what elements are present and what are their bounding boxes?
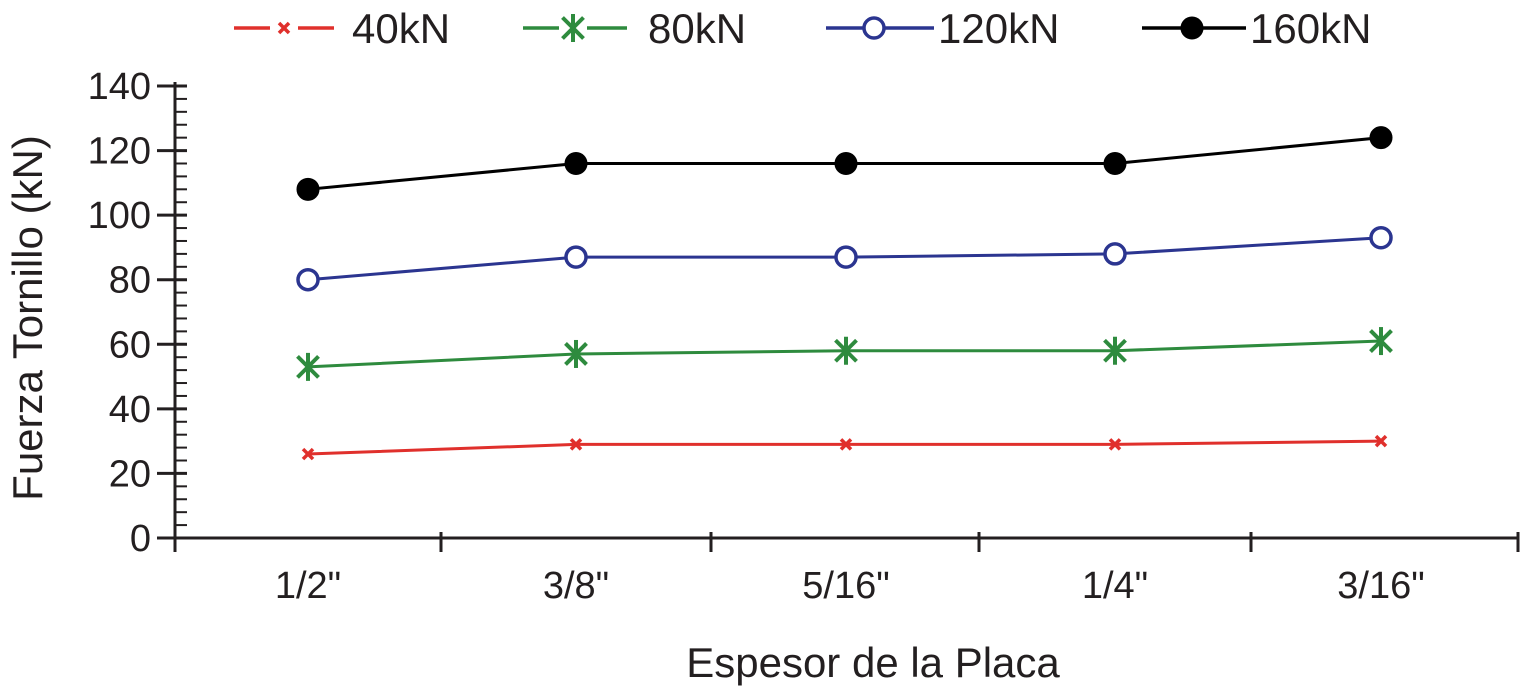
data-point	[1369, 225, 1393, 250]
data-point	[1108, 438, 1122, 451]
data-point	[569, 438, 583, 451]
data-point	[1103, 336, 1127, 365]
legend-marker	[862, 16, 886, 40]
y-tick-label: 80	[109, 260, 151, 302]
data-point	[839, 438, 853, 451]
y-tick-label: 0	[130, 518, 151, 560]
legend-marker	[277, 21, 291, 35]
data-point	[834, 245, 858, 269]
data-point	[564, 245, 588, 269]
data-point	[1369, 327, 1393, 356]
data-point	[296, 352, 320, 381]
series-80kN	[296, 327, 1393, 381]
data-point	[564, 339, 588, 368]
y-tick-label: 100	[88, 195, 151, 237]
data-point	[296, 267, 320, 292]
x-tick-label: 3/8"	[543, 565, 609, 607]
data-point	[1369, 126, 1393, 150]
legend-label: 40kN	[352, 5, 450, 52]
y-ticks: 0 20 40 60 80 100 120 140	[88, 66, 187, 560]
x-ticks: 1/2" 3/8" 5/16" 1/4" 3/16"	[173, 532, 1520, 607]
series-120kN	[296, 225, 1393, 292]
legend-label: 160kN	[1250, 5, 1371, 52]
data-point	[834, 151, 858, 175]
x-tick-label: 3/16"	[1337, 565, 1424, 607]
data-point	[296, 177, 320, 201]
legend-label: 80kN	[648, 5, 746, 52]
plot-series	[296, 126, 1393, 461]
x-axis-title: Espesor de la Placa	[686, 639, 1060, 686]
legend-item: 120kN	[826, 5, 1059, 52]
data-point	[1103, 151, 1127, 175]
y-tick-label: 140	[88, 66, 151, 108]
x-tick-label: 5/16"	[802, 565, 889, 607]
y-tick-label: 60	[109, 324, 151, 366]
axes: 0 20 40 60 80 100 120 140 1/2" 3/8" 5/16" 1/4" 3/16…	[88, 66, 1520, 607]
x-tick-label: 1/4"	[1082, 565, 1148, 607]
data-point	[301, 447, 315, 461]
data-point	[1374, 434, 1388, 448]
legend: 40kN 80kN 120kN 160kN	[234, 5, 1371, 52]
legend-label: 120kN	[938, 5, 1059, 52]
series-40kN	[301, 434, 1388, 461]
data-point	[1103, 242, 1127, 266]
series-160kN	[296, 126, 1393, 201]
legend-marker	[1180, 16, 1204, 40]
y-tick-label: 20	[109, 453, 151, 495]
x-tick-label: 1/2"	[275, 565, 341, 607]
legend-item: 160kN	[1142, 5, 1371, 52]
y-tick-label: 40	[109, 389, 151, 431]
data-point	[564, 151, 588, 175]
legend-item: 40kN	[234, 5, 450, 52]
legend-marker	[561, 14, 585, 42]
legend-item: 80kN	[523, 5, 746, 52]
y-axis-title: Fuerza Tornillo (kN)	[4, 135, 51, 501]
y-tick-label: 120	[88, 131, 151, 173]
data-point	[834, 336, 858, 365]
